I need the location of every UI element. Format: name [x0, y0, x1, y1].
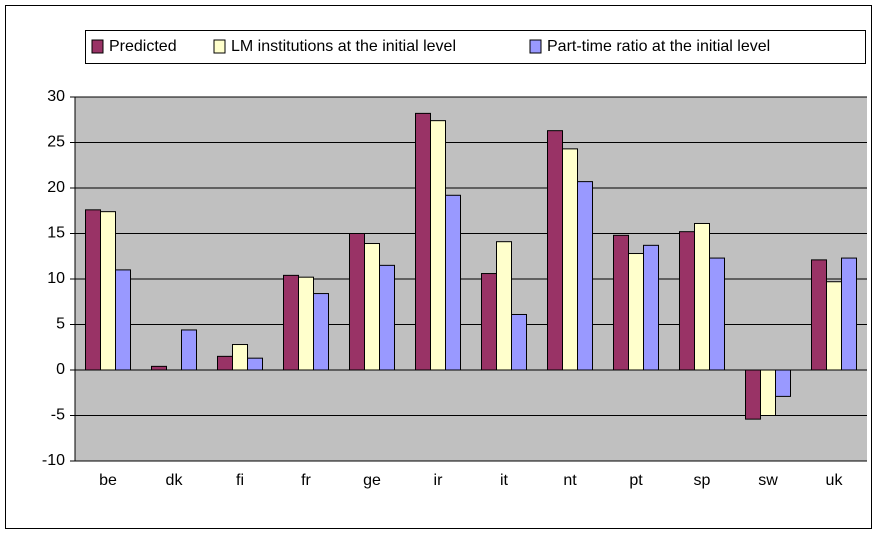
x-tick-label: be [99, 472, 117, 489]
bar [745, 369, 761, 420]
legend-swatch [213, 39, 226, 54]
x-tick-label: dk [166, 472, 184, 489]
x-tick-label: fi [236, 472, 244, 489]
y-tick-label: 30 [47, 88, 65, 105]
bar [775, 369, 791, 397]
y-tick-label: 0 [56, 361, 65, 378]
legend-label: Predicted [109, 38, 177, 55]
bar [283, 274, 299, 371]
x-tick-label: pt [629, 472, 643, 489]
bar [643, 244, 659, 371]
legend-swatch [91, 39, 104, 54]
x-tick-label: nt [563, 472, 577, 489]
bar [811, 259, 827, 371]
bar [100, 211, 116, 371]
bar [547, 130, 563, 371]
y-tick-label: 15 [47, 225, 65, 242]
bar [313, 293, 329, 371]
y-tick-label: 20 [47, 179, 65, 196]
bar [232, 344, 248, 371]
bar [115, 269, 131, 371]
bar [694, 222, 710, 371]
bar [364, 243, 380, 371]
bar [628, 253, 644, 371]
bar [577, 181, 593, 371]
bar [481, 273, 497, 371]
x-tick-label: sp [694, 472, 711, 489]
y-tick-label: 10 [47, 270, 65, 287]
x-tick-label: ge [363, 472, 381, 489]
x-tick-label: sw [758, 472, 778, 489]
legend-swatch [529, 39, 542, 54]
bar [85, 209, 101, 371]
y-tick-label: -5 [51, 407, 65, 424]
bar [562, 148, 578, 371]
legend-label: LM institutions at the initial level [231, 38, 456, 55]
x-tick-label: ir [434, 472, 444, 489]
bar [430, 120, 446, 371]
bar [415, 112, 431, 371]
bar [349, 233, 365, 371]
bar [298, 276, 314, 371]
bar [841, 257, 857, 371]
bar [379, 264, 395, 371]
bar [181, 329, 197, 371]
y-tick-label: 25 [47, 134, 65, 151]
bar [247, 357, 263, 371]
bar [151, 365, 167, 371]
bar [496, 241, 512, 371]
bar [217, 355, 233, 371]
bar [613, 234, 629, 371]
bar [445, 194, 461, 371]
bar [511, 313, 527, 371]
x-tick-label: it [500, 472, 509, 489]
bar [826, 281, 842, 371]
x-tick-label: uk [826, 472, 844, 489]
legend-label: Part-time ratio at the initial level [547, 38, 770, 55]
bar [760, 369, 776, 416]
x-tick-label: fr [301, 472, 311, 489]
bar [679, 231, 695, 371]
bar [709, 257, 725, 371]
y-tick-label: -10 [42, 452, 65, 469]
y-tick-label: 5 [56, 316, 65, 333]
